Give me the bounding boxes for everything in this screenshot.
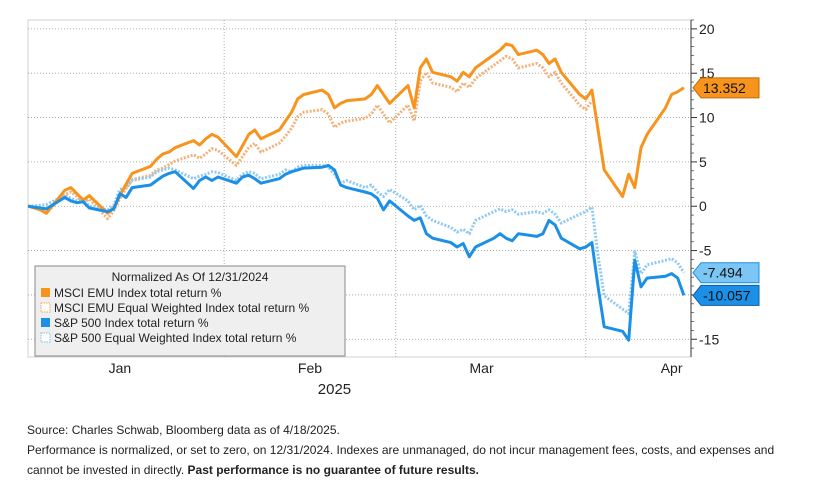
x-axis: Jan Feb Mar Apr 2025 (109, 360, 683, 398)
series-line (27, 163, 686, 342)
end-value-badge: -7.494 (692, 262, 760, 284)
badge-value: -7.494 (703, 265, 743, 281)
legend-entry: MSCI EMU Equal Weighted Index total retu… (40, 301, 310, 315)
badge-shape (692, 77, 760, 99)
y-tick-label: 20 (699, 21, 715, 37)
y-tick-label: 15 (699, 65, 715, 81)
x-tick-label: Jan (109, 360, 132, 376)
x-tick-label: Feb (298, 360, 322, 376)
performance-note: Performance is normalized, or set to zer… (27, 440, 797, 480)
series-line (27, 42, 685, 215)
legend-swatch (40, 332, 51, 343)
year-label: 2025 (318, 381, 351, 398)
end-value-badges: 13.352 -7.494 -10.057 (692, 77, 760, 306)
y-tick-label: -5 (699, 243, 712, 259)
y-tick-label: -15 (699, 331, 719, 347)
x-tick-label: Apr (661, 360, 683, 376)
legend-title: Normalized As Of 12/31/2024 (112, 270, 269, 284)
legend-label: MSCI EMU Index total return % (54, 286, 222, 300)
badge-shape (692, 262, 760, 284)
past-performance-disclaimer: Past performance is no guarantee of futu… (187, 463, 479, 477)
legend-entry: MSCI EMU Index total return % (41, 286, 222, 300)
series-lines (27, 42, 686, 342)
legend-box (34, 265, 346, 357)
y-tick-label: 5 (699, 154, 707, 170)
legend: Normalized As Of 12/31/2024 MSCI EMU Inde… (34, 265, 346, 357)
source-note: Source: Charles Schwab, Bloomberg data a… (27, 423, 340, 437)
badge-shape (692, 284, 760, 306)
legend-swatch (41, 288, 50, 297)
legend-swatch (41, 318, 50, 327)
end-value-badge: -10.057 (692, 284, 760, 306)
series-line (27, 54, 594, 221)
badge-value: 13.352 (703, 80, 746, 96)
y-tick-label: 0 (699, 198, 707, 214)
legend-label: S&P 500 Index total return % (54, 316, 209, 330)
legend-entry: S&P 500 Equal Weighted Index total retur… (40, 331, 297, 345)
end-value-badge: 13.352 (692, 77, 760, 99)
badge-value: -10.057 (703, 287, 751, 303)
normalization-note: Performance is normalized, or set to zer… (27, 443, 775, 477)
legend-label: MSCI EMU Equal Weighted Index total retu… (54, 301, 310, 315)
chart-footer: Source: Charles Schwab, Bloomberg data a… (27, 420, 797, 480)
legend-swatch (40, 302, 51, 313)
chart-grid (27, 19, 692, 358)
legend-label: S&P 500 Equal Weighted Index total retur… (54, 331, 297, 345)
x-tick-label: Mar (470, 360, 494, 376)
legend-entry: S&P 500 Index total return % (41, 316, 209, 330)
y-tick-label: 10 (699, 110, 715, 126)
